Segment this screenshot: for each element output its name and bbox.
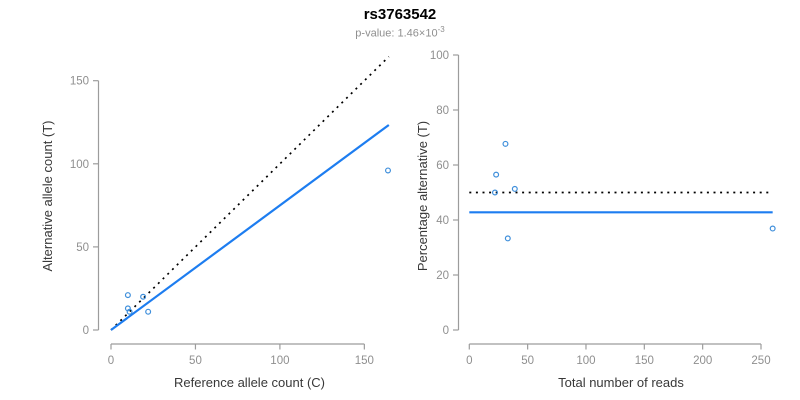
x-axis-title: Reference allele count (C)	[174, 375, 325, 390]
y-axis-title: Percentage alternative (T)	[415, 121, 430, 271]
p-value-text: p-value: 1.46×10	[355, 27, 438, 40]
x-axis-title: Total number of reads	[558, 375, 684, 390]
data-point	[769, 225, 776, 232]
data-point	[145, 308, 152, 315]
x-tick-label: 0	[108, 355, 114, 367]
y-tick-label: 60	[436, 160, 449, 172]
data-point	[511, 185, 518, 192]
y-tick-label: 50	[76, 242, 89, 254]
data-point	[126, 308, 133, 315]
x-tick-label: 200	[693, 355, 712, 367]
y-tick-label: 100	[70, 159, 89, 171]
panel-left: 0 50 100 150 0 50 100 150 Reference allele count…	[40, 55, 391, 390]
x-tick-label: 150	[355, 355, 374, 367]
data-point	[502, 140, 509, 147]
panel-right: 0 20 40 60 80 100 0 50 100 150 200 250 Total number …	[415, 50, 776, 390]
x-tick-label: 50	[189, 355, 202, 367]
y-tick-label: 150	[70, 76, 89, 88]
data-point	[493, 171, 500, 178]
y-tick-label: 80	[436, 105, 449, 117]
data-point	[384, 167, 391, 174]
x-tick-label: 0	[466, 355, 472, 367]
identity-line	[110, 55, 390, 331]
p-value-exponent: -3	[437, 25, 445, 34]
plot-title: rs3763542	[363, 6, 437, 23]
plot-subtitle: p-value: 1.46×10-3	[0, 25, 800, 40]
y-tick-label: 20	[436, 270, 449, 282]
x-tick-label: 100	[576, 355, 595, 367]
data-point	[491, 189, 498, 196]
data-point	[140, 293, 147, 300]
x-tick-label: 250	[751, 355, 770, 367]
x-tick-label: 100	[270, 355, 289, 367]
y-tick-label: 0	[83, 325, 89, 337]
fit-line	[110, 124, 390, 331]
y-axis-title: Alternative allele count (T)	[40, 120, 55, 271]
y-tick-label: 40	[436, 215, 449, 227]
y-tick-label: 0	[443, 325, 449, 337]
x-tick-label: 150	[635, 355, 654, 367]
y-tick-label: 100	[430, 50, 449, 62]
x-tick-label: 50	[521, 355, 534, 367]
data-point	[504, 235, 511, 242]
data-point	[124, 292, 131, 299]
